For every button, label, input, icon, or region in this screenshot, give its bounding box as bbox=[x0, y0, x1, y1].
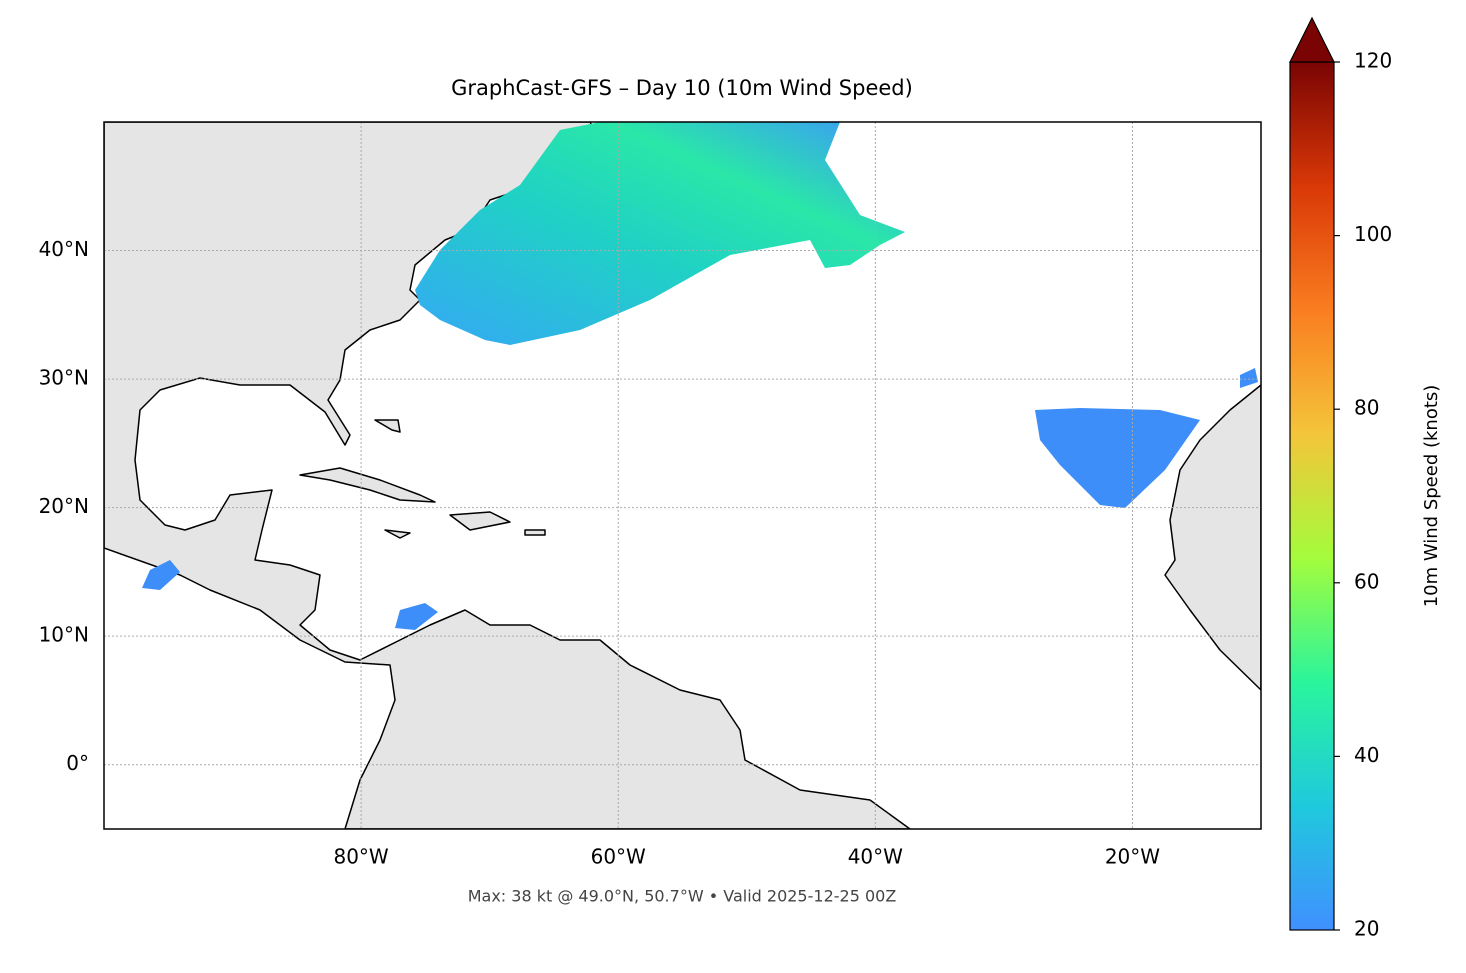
colorbar-tick-label: 40 bbox=[1354, 743, 1379, 767]
map-area bbox=[104, 122, 1261, 829]
wind-swath bbox=[1035, 408, 1200, 508]
jamaica bbox=[384, 529, 411, 539]
lon-tick-label: 20°W bbox=[1105, 845, 1160, 869]
lon-tick-label: 40°W bbox=[848, 845, 903, 869]
map-frame bbox=[103, 121, 1262, 830]
lon-tick-label: 60°W bbox=[591, 845, 646, 869]
colorbar-scale bbox=[1289, 61, 1335, 931]
graticule bbox=[104, 122, 1261, 829]
africa bbox=[1164, 384, 1261, 691]
colorbar-label: 10m Wind Speed (knots) bbox=[1421, 385, 1442, 608]
cuba bbox=[299, 467, 436, 503]
lat-tick-label: 20°N bbox=[39, 494, 89, 518]
colorbar-tick-label: 100 bbox=[1354, 222, 1392, 246]
lat-tick-label: 0° bbox=[66, 751, 89, 775]
lat-tick-label: 30°N bbox=[39, 366, 89, 390]
colorbar-tick-label: 120 bbox=[1354, 49, 1392, 73]
wind-swath bbox=[415, 122, 905, 345]
wind-swath bbox=[1240, 368, 1258, 388]
title: GraphCast-GFS – Day 10 (10m Wind Speed) bbox=[451, 76, 913, 100]
lat-tick-label: 40°N bbox=[39, 237, 89, 261]
colorbar-tick-label: 60 bbox=[1354, 569, 1379, 593]
puerto-rico bbox=[524, 529, 546, 536]
lat-tick-label: 10°N bbox=[39, 623, 89, 647]
colorbar: 20 40 60 80 100 120 bbox=[1289, 16, 1392, 941]
wind-swath bbox=[142, 560, 180, 590]
map-ticks: 80°W 60°W 40°W 20°W 0° 10°N 20°N 30°N 40°N bbox=[39, 237, 1161, 868]
wind-swath bbox=[395, 603, 438, 630]
colorbar-tick-label: 80 bbox=[1354, 396, 1379, 420]
colorbar-tick-label: 20 bbox=[1354, 917, 1379, 941]
bahamas bbox=[374, 419, 401, 433]
colorbar-extend bbox=[1289, 16, 1335, 63]
hispaniola bbox=[449, 511, 511, 531]
lon-tick-label: 80°W bbox=[333, 845, 388, 869]
caption: Max: 38 kt @ 49.0°N, 50.7°W • Valid 2025… bbox=[468, 887, 897, 906]
